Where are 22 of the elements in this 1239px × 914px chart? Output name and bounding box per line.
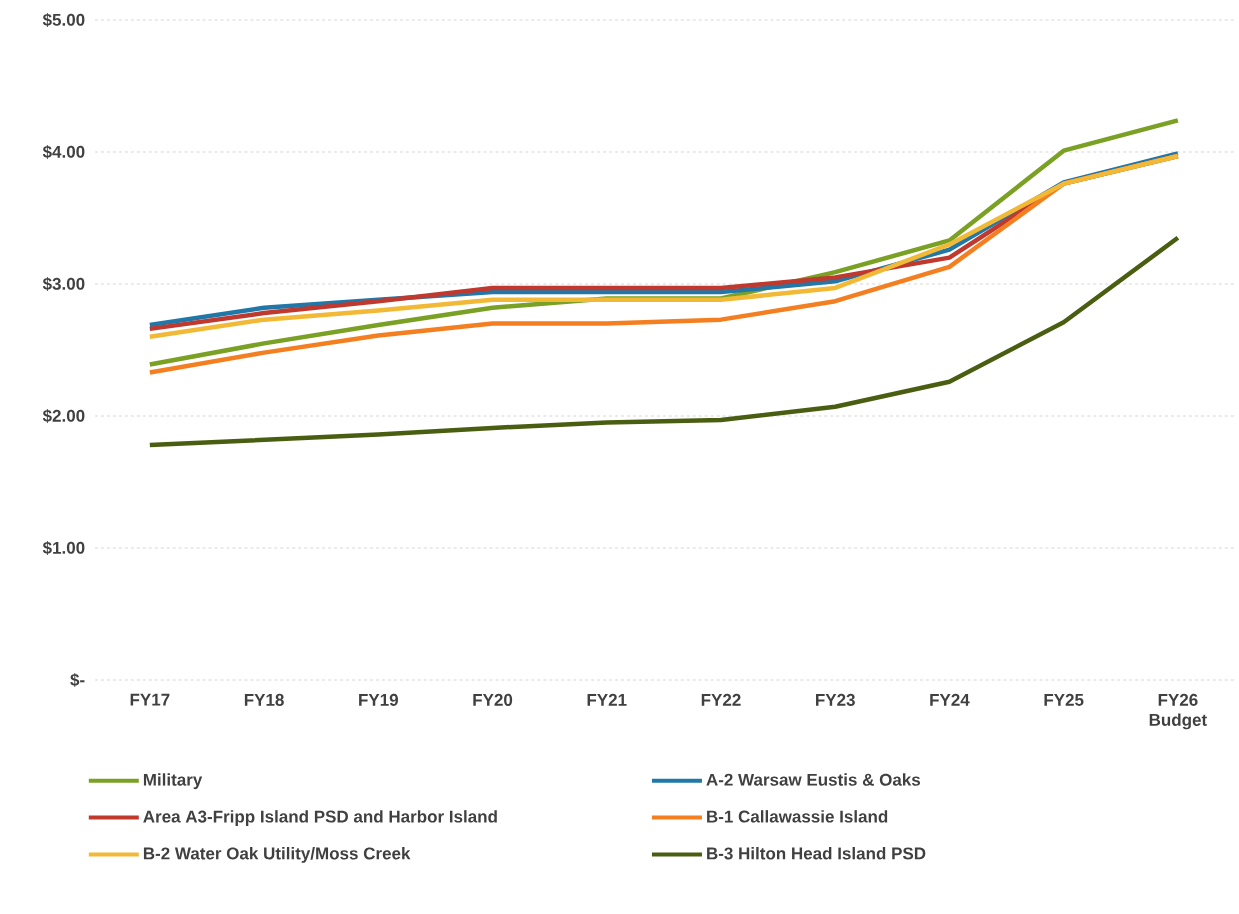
y-tick-label: $3.00	[42, 277, 85, 291]
legend-label: Area A3-Fripp Island PSD and Harbor Island	[143, 810, 497, 826]
x-tick-label: FY17	[130, 693, 170, 706]
x-tick-label: FY18	[244, 693, 284, 706]
legend-label: B-1 Callawassie Island	[707, 810, 888, 823]
y-tick-label: $1.00	[42, 541, 85, 555]
legend-label: Military	[143, 773, 203, 790]
x-tick-label: FY24	[930, 693, 970, 706]
y-tick-label: $5.00	[42, 13, 85, 27]
y-tick-label: $2.00	[42, 409, 85, 423]
x-tick-label: FY26 Budget	[1149, 693, 1207, 730]
x-tick-label: FY19	[359, 693, 398, 706]
x-tick-label: FY21	[587, 693, 627, 706]
x-tick-label: FY25	[1044, 693, 1084, 706]
y-tick-label: $4.00	[42, 145, 85, 159]
x-tick-label: FY20	[473, 693, 513, 706]
x-tick-label: FY23	[816, 693, 855, 706]
y-tick-label: $-	[70, 673, 85, 687]
legend-label: A-2 Warsaw Eustis & Oaks	[706, 773, 921, 786]
legend-label: B-2 Water Oak Utility/Moss Creek	[143, 846, 411, 863]
x-tick-label: FY22	[701, 693, 741, 706]
legend-label: B-3 Hilton Head Island PSD	[707, 846, 926, 860]
